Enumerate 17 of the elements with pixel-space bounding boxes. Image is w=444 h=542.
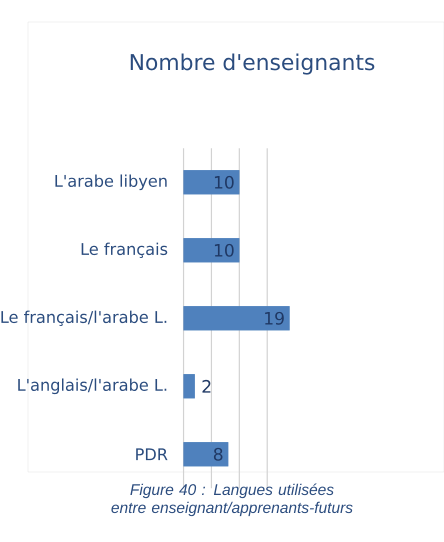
bar: [183, 374, 195, 398]
data-label: 2: [202, 380, 210, 393]
data-label: 19: [265, 312, 284, 325]
y-tick-label: Le français/l'arabe L.: [1, 310, 166, 326]
bar: [183, 306, 290, 330]
data-label: 8: [214, 448, 222, 461]
data-label: 10: [214, 176, 234, 189]
bar: [183, 442, 228, 466]
chart-title: Nombre d'enseignants: [130, 53, 374, 75]
data-label: 10: [214, 244, 234, 257]
annotation: Figure 40 : Langues utilisées entre enseignant/apprenants-futurs: [111, 484, 353, 516]
y-tick-label: Le français: [82, 242, 168, 258]
bar: [183, 238, 240, 262]
y-tick-label: PDR: [136, 448, 168, 460]
bar: [183, 170, 240, 194]
y-tick-label: L'arabe libyen: [55, 174, 167, 190]
y-tick-label: L'anglais/l'arabe L.: [18, 378, 166, 394]
